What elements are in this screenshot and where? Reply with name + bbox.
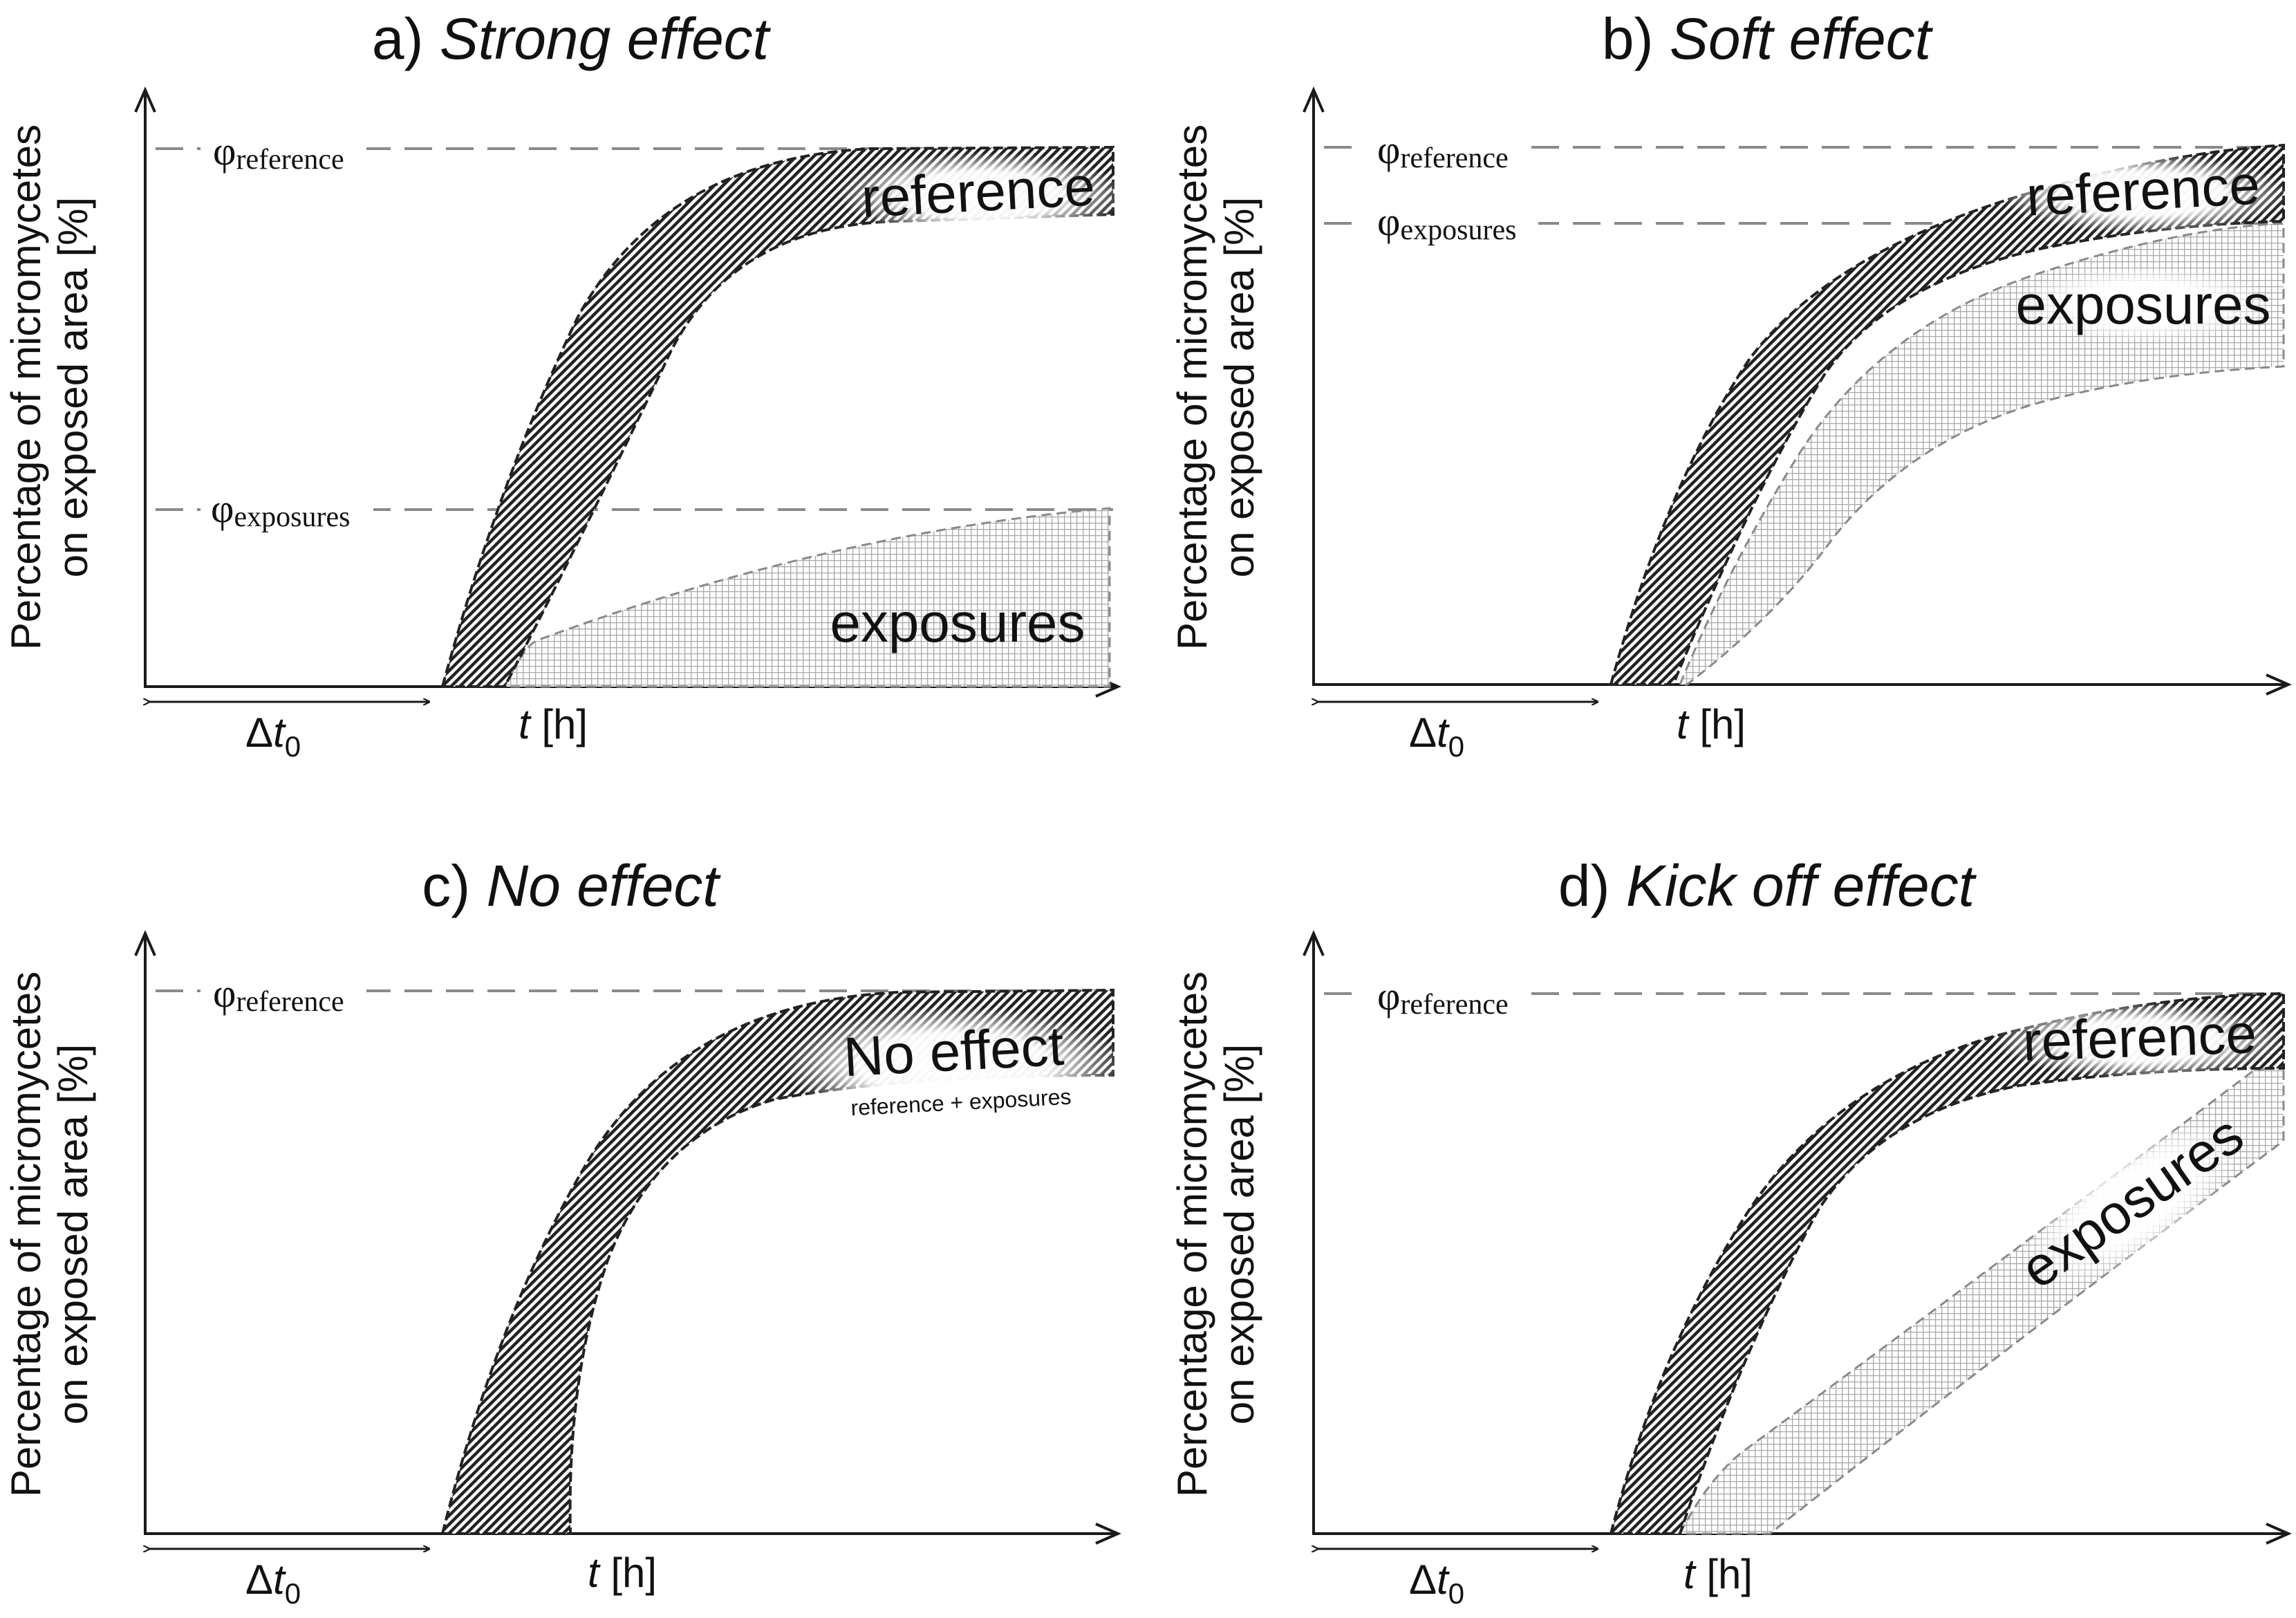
panel-b-title-text: Soft effect [1670, 6, 1934, 71]
delta-t0-label: Δt0 [1409, 1556, 1464, 1610]
panel-c-title: c) No effect [422, 853, 721, 918]
panel-c: c) No effect Percentage of micromycetes … [3, 853, 1127, 1610]
phi-exposures-mask [200, 487, 373, 543]
y-axis-label-line2: on exposed area [%] [50, 1044, 96, 1424]
panel-b-y-label: Percentage of micromycetes on exposed ar… [1169, 124, 1262, 650]
y-axis-label-line2: on exposed area [%] [1216, 1044, 1262, 1424]
x-axis-arrow [1095, 1523, 1121, 1545]
phi-reference-label: φreference [213, 971, 344, 1018]
panel-b: b) Soft effect Percentage of micromycete… [1169, 6, 2292, 763]
panel-d: d) Kick off effect Percentage of micromy… [1169, 853, 2292, 1610]
panel-d-title-text: Kick off effect [1626, 853, 1977, 918]
phi-reference-label: φreference [1377, 127, 1509, 174]
y-axis-label-line2: on exposed area [%] [50, 197, 96, 577]
panel-a: a) Strong effect Percentage of micromyce… [3, 6, 1127, 763]
panel-d-y-label: Percentage of micromycetes on exposed ar… [1169, 971, 1262, 1497]
phi-reference-mask [1365, 971, 1531, 1026]
panel-b-prefix: b) [1602, 6, 1654, 71]
exposures-label-bg [2026, 1119, 2239, 1287]
exposures-band-label: exposures [2015, 274, 2270, 335]
panel-c-y-label: Percentage of micromycetes on exposed ar… [3, 971, 96, 1497]
phi-exposures-label: φexposures [211, 486, 350, 533]
phi-reference-label: φreference [1377, 974, 1509, 1021]
reference-band-label: reference [860, 155, 1096, 229]
panel-c-prefix: c) [422, 853, 470, 918]
panel-a-y-label: Percentage of micromycetes on exposed ar… [3, 124, 96, 650]
x-axis-label: t [h] [1683, 1551, 1753, 1597]
phi-exposures-mask [1365, 202, 1538, 250]
exposures-band [503, 507, 1111, 688]
delta-t0-label: Δt0 [245, 709, 301, 763]
phi-reference-mask [200, 124, 366, 180]
y-axis-arrow [134, 930, 156, 956]
y-axis-arrow [1303, 930, 1325, 956]
phi-reference-mask [1365, 124, 1531, 180]
exposures-label-bg [2012, 266, 2275, 342]
panel-d-prefix: d) [1558, 853, 1610, 918]
reference-band [440, 145, 1114, 688]
panel-a-prefix: a) [372, 6, 424, 71]
reference-band-label: reference [2025, 154, 2261, 227]
x-axis-label: t [h] [519, 701, 588, 747]
no-effect-label: No effect [842, 1015, 1065, 1088]
exposures-band-label: exposures [830, 592, 1085, 653]
y-axis-label-line1: Percentage of micromycetes [1169, 971, 1215, 1497]
panel-d-title: d) Kick off effect [1558, 853, 1977, 918]
phi-reference-mask [200, 968, 366, 1023]
panel-c-title-text: No effect [487, 853, 722, 918]
y-axis-label-line1: Percentage of micromycetes [3, 124, 49, 650]
phi-exposures-label: φexposures [1377, 199, 1516, 246]
reference-label-bg [1995, 1003, 2285, 1079]
panel-a-title: a) Strong effect [372, 6, 772, 71]
y-axis-arrow [1303, 86, 1325, 113]
reference-band-label: reference [2022, 1003, 2257, 1072]
x-axis-label: t [h] [588, 1550, 657, 1596]
reference-label-bg [1998, 154, 2288, 234]
phi-reference-label: φreference [213, 129, 344, 176]
delta-t0-label: Δt0 [245, 1556, 301, 1610]
x-axis-arrow [2266, 1523, 2292, 1545]
x-axis-arrow [2266, 673, 2292, 696]
panel-a-title-text: Strong effect [440, 6, 772, 71]
y-axis-arrow [134, 86, 156, 113]
y-axis-label-line2: on exposed area [%] [1216, 197, 1262, 577]
panel-b-title: b) Soft effect [1602, 6, 1934, 71]
no-effect-label-bg [781, 1006, 1127, 1124]
reference-label-bg [837, 152, 1127, 238]
x-axis-label: t [h] [1677, 701, 1746, 747]
y-axis-label-line1: Percentage of micromycetes [3, 971, 49, 1497]
y-axis-label-line1: Percentage of micromycetes [1169, 124, 1215, 650]
exposures-band-label: exposures [2010, 1104, 2254, 1301]
delta-t0-label: Δt0 [1409, 709, 1464, 763]
